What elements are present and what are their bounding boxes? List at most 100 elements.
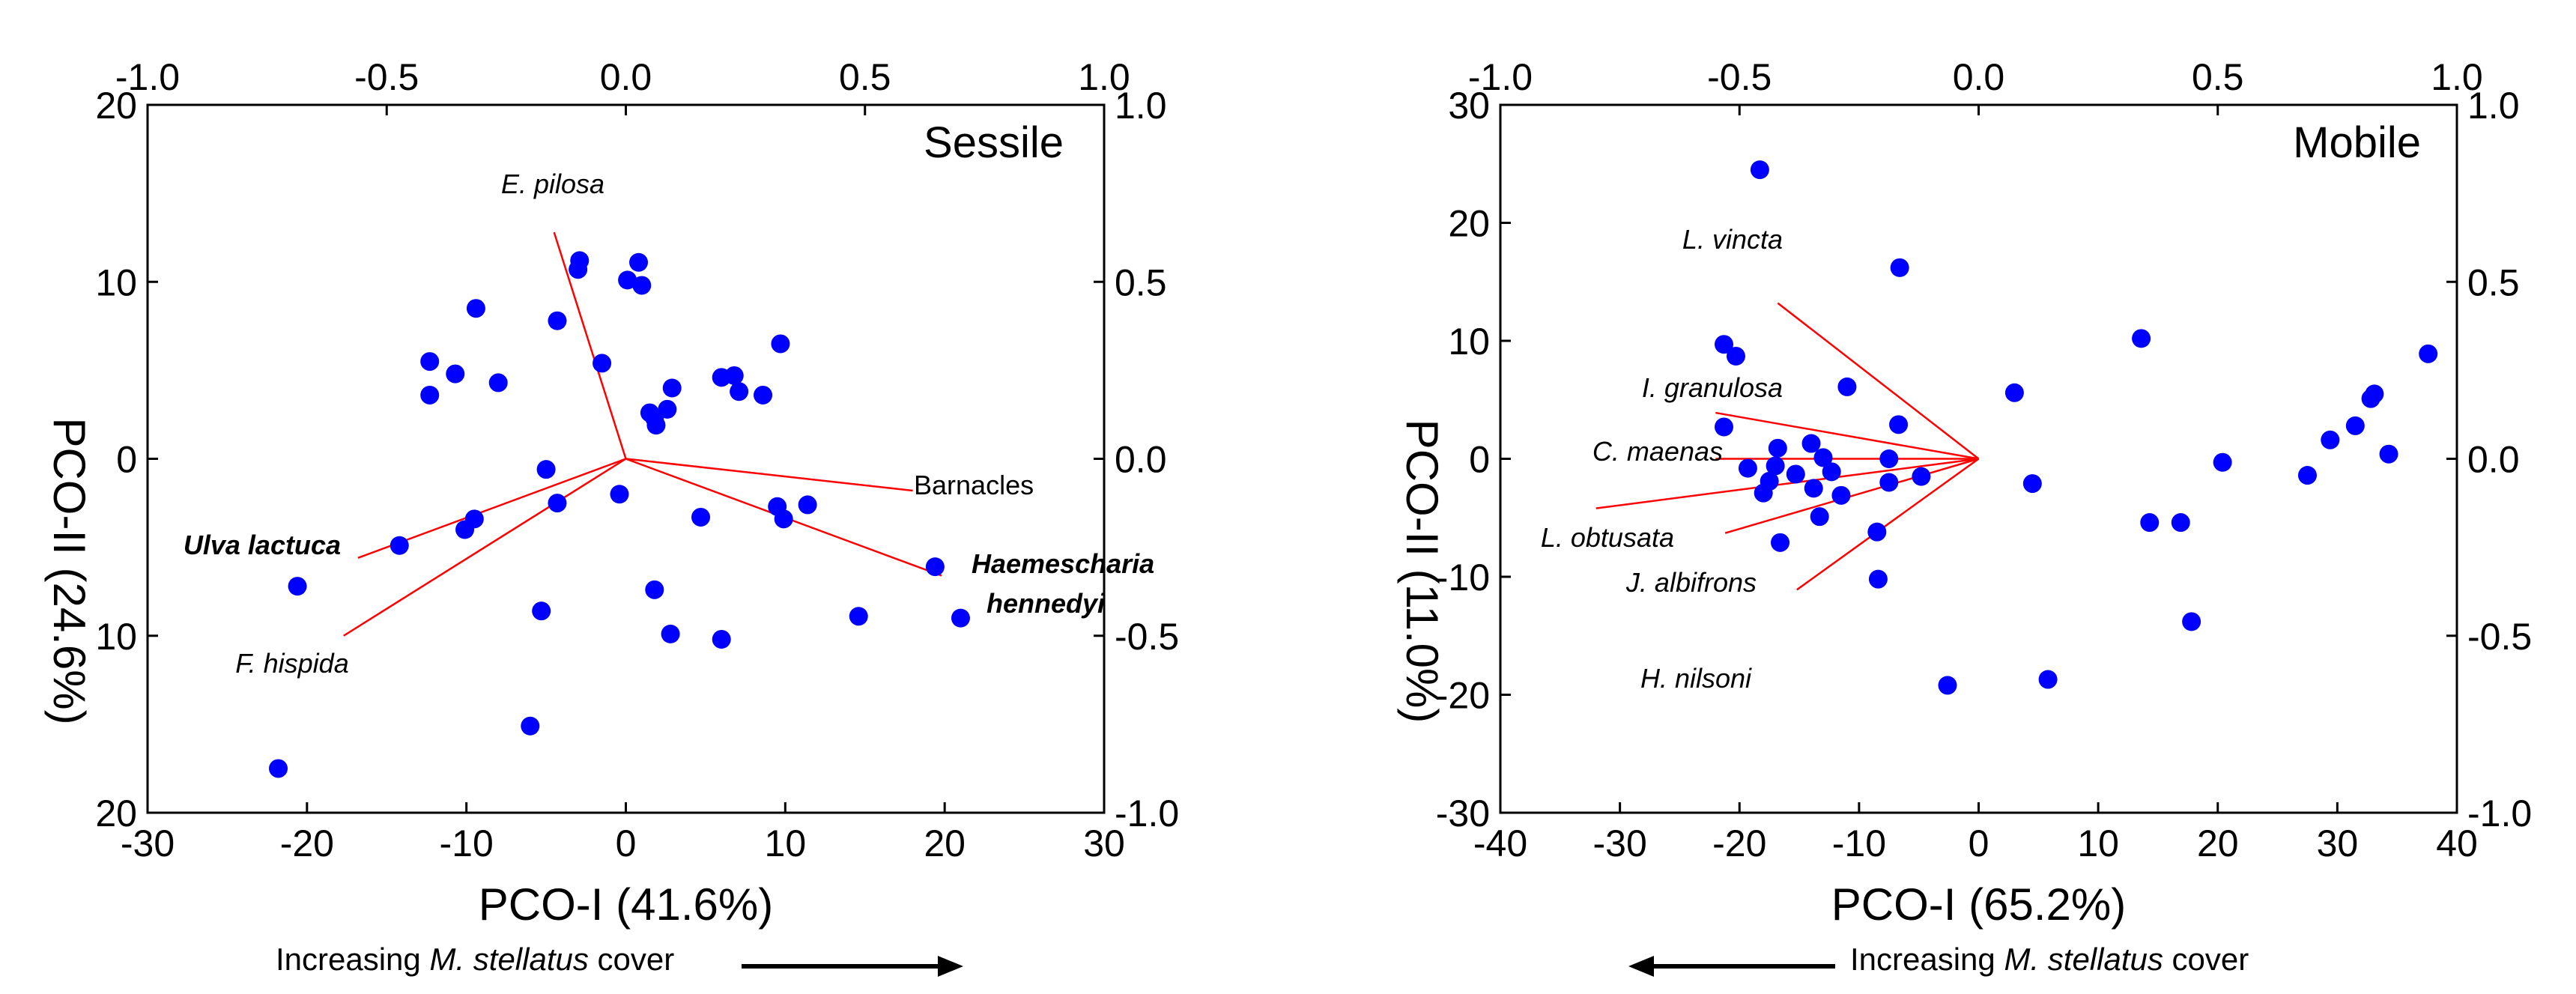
top-tick-label: 0.0 bbox=[1953, 56, 2005, 98]
data-point bbox=[646, 416, 666, 435]
top-tick-label: -0.5 bbox=[1707, 56, 1772, 98]
gradient-note-suffix: cover bbox=[589, 942, 674, 977]
data-point bbox=[629, 252, 649, 272]
vector-label: hennedyi bbox=[987, 588, 1106, 619]
top-tick-label: 1.0 bbox=[2431, 56, 2483, 98]
data-point bbox=[691, 507, 711, 527]
data-point bbox=[1801, 434, 1821, 453]
top-tick-label: 0.0 bbox=[600, 56, 652, 98]
data-point bbox=[724, 366, 744, 385]
top-tick-label: 1.0 bbox=[1078, 56, 1130, 98]
data-point bbox=[1766, 456, 1785, 476]
data-point bbox=[661, 624, 680, 643]
data-point bbox=[658, 399, 677, 419]
right-tick-label: -1.0 bbox=[2467, 793, 2532, 834]
x-tick-label: -10 bbox=[1832, 822, 1886, 864]
data-point bbox=[466, 299, 485, 318]
data-point bbox=[730, 382, 749, 401]
y-tick-label: 20 bbox=[95, 85, 137, 127]
panel-label: Mobile bbox=[2293, 118, 2421, 167]
data-point bbox=[2171, 513, 2190, 533]
vector-label: C. maenas bbox=[1592, 436, 1723, 467]
x-tick-label: 0 bbox=[616, 822, 637, 864]
data-point bbox=[1879, 473, 1899, 492]
data-point bbox=[1822, 462, 1841, 482]
data-point bbox=[618, 270, 637, 290]
gradient-note-suffix: cover bbox=[2163, 942, 2249, 977]
data-point bbox=[288, 577, 307, 596]
gradient-note: Increasing M. stellatus cover bbox=[276, 942, 674, 977]
vector-line bbox=[1724, 458, 1979, 534]
data-point bbox=[2321, 430, 2340, 449]
data-point bbox=[1879, 449, 1899, 468]
right-tick-label: 1.0 bbox=[1115, 85, 1167, 127]
data-point bbox=[1889, 415, 1909, 434]
data-point bbox=[390, 536, 409, 555]
data-point bbox=[420, 385, 440, 404]
right-tick-label: 0.5 bbox=[1115, 261, 1167, 303]
y-tick-label: 10 bbox=[95, 616, 137, 658]
x-tick-label: 20 bbox=[924, 822, 966, 864]
vector-label: Haemescharia bbox=[972, 548, 1154, 579]
x-tick-label: 30 bbox=[1083, 822, 1125, 864]
y-tick-label: 20 bbox=[1448, 203, 1490, 245]
data-point bbox=[1750, 160, 1769, 180]
vector-label: F. hispida bbox=[235, 648, 348, 679]
right-tick-label: 0.0 bbox=[1115, 439, 1167, 481]
data-point bbox=[1810, 507, 1829, 527]
y-axis-title: PCO-II (11.0%) bbox=[1397, 419, 1447, 724]
data-point bbox=[849, 607, 868, 626]
data-point bbox=[1831, 485, 1851, 505]
x-tick-label: 0 bbox=[1969, 822, 1989, 864]
data-point bbox=[632, 276, 652, 295]
right-tick-label: -0.5 bbox=[1115, 616, 1179, 658]
data-point bbox=[2004, 383, 2024, 402]
data-point bbox=[464, 509, 484, 529]
vector-label: J. albifrons bbox=[1625, 567, 1757, 598]
x-tick-label: -30 bbox=[1592, 822, 1646, 864]
x-tick-label: -20 bbox=[1712, 822, 1766, 864]
panel-label: Sessile bbox=[924, 118, 1064, 167]
right-tick-label: -1.0 bbox=[1115, 793, 1179, 834]
data-point bbox=[532, 601, 551, 621]
y-tick-label: 10 bbox=[1448, 321, 1490, 363]
data-point bbox=[1867, 522, 1887, 542]
data-point bbox=[774, 509, 793, 529]
right-tick-label: 0.5 bbox=[2467, 261, 2520, 303]
y-tick-label: 20 bbox=[95, 793, 137, 834]
top-tick-label: 0.5 bbox=[839, 56, 891, 98]
data-point bbox=[2140, 513, 2160, 533]
data-point bbox=[521, 716, 540, 736]
data-point bbox=[488, 373, 508, 393]
data-point bbox=[1804, 479, 1823, 498]
data-point bbox=[1714, 335, 1733, 354]
right-tick-label: 1.0 bbox=[2467, 85, 2520, 127]
x-tick-label: -40 bbox=[1473, 822, 1527, 864]
data-point bbox=[1726, 346, 1745, 366]
vector-line bbox=[625, 458, 913, 492]
y-tick-label: 10 bbox=[95, 261, 137, 303]
data-point bbox=[1868, 569, 1888, 589]
vector-line bbox=[1715, 411, 1979, 460]
data-point bbox=[712, 629, 731, 649]
y-tick-label: 30 bbox=[1448, 85, 1490, 127]
x-tick-label: 10 bbox=[765, 822, 807, 864]
top-tick-label: -0.5 bbox=[354, 56, 419, 98]
data-point bbox=[662, 378, 682, 398]
vector-line bbox=[553, 231, 627, 459]
vector-label: L. vincta bbox=[1682, 224, 1783, 255]
data-point bbox=[951, 608, 970, 628]
vector-label: Barnacles bbox=[914, 470, 1034, 500]
vector-label: E. pilosa bbox=[501, 169, 604, 199]
data-point bbox=[269, 759, 288, 778]
vector-line bbox=[1595, 458, 1979, 509]
right-tick-label: 0.0 bbox=[2467, 439, 2520, 481]
data-point bbox=[1837, 377, 1857, 396]
data-point bbox=[536, 460, 556, 479]
gradient-note-species: M. stellatus bbox=[2004, 942, 2163, 977]
top-tick-label: -1.0 bbox=[115, 56, 180, 98]
chart-panel-mobile: -40 -30 -20 -10 0 10 20 30 403020100-10-20-30-1.… bbox=[1397, 56, 2532, 977]
data-point bbox=[420, 352, 440, 372]
